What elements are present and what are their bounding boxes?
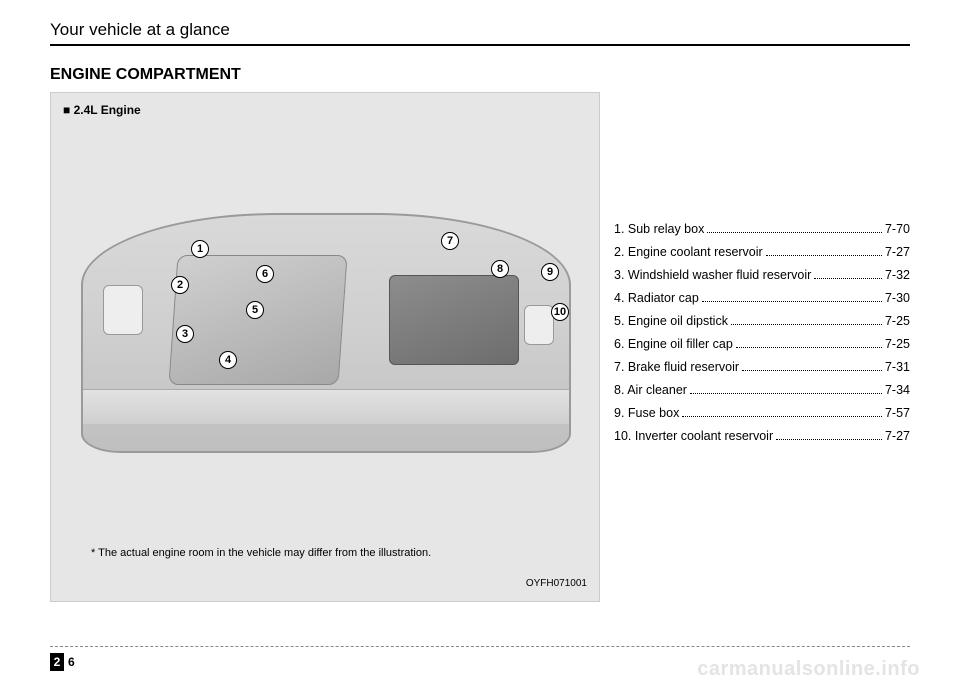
- list-item-label: 8. Air cleaner: [614, 383, 687, 397]
- list-item: 10. Inverter coolant reservoir 7-27: [614, 429, 910, 443]
- engine-figure: ■ 2.4L Engine * The actual engine room i…: [50, 92, 600, 602]
- list-item-page: 7-25: [885, 337, 910, 351]
- airbox-shape: [389, 275, 519, 365]
- callout-10: 10: [551, 303, 569, 321]
- callout-9: 9: [541, 263, 559, 281]
- list-item-page: 7-32: [885, 268, 910, 282]
- callout-8: 8: [491, 260, 509, 278]
- page-header: Your vehicle at a glance: [50, 20, 910, 46]
- list-item: 7. Brake fluid reservoir 7-31: [614, 360, 910, 374]
- reservoir-right: [524, 305, 554, 345]
- header-bar: Your vehicle at a glance: [50, 20, 910, 46]
- page: Your vehicle at a glance ENGINE COMPARTM…: [0, 0, 960, 689]
- list-item: 9. Fuse box 7-57: [614, 406, 910, 420]
- list-item-leader: [736, 347, 882, 348]
- list-item-label: 9. Fuse box: [614, 406, 679, 420]
- list-item-page: 7-34: [885, 383, 910, 397]
- callout-6: 6: [256, 265, 274, 283]
- list-item-label: 2. Engine coolant reservoir: [614, 245, 763, 259]
- list-item-page: 7-57: [885, 406, 910, 420]
- parts-list: 1. Sub relay box 7-70 2. Engine coolant re…: [614, 92, 910, 602]
- header-title: Your vehicle at a glance: [50, 20, 242, 42]
- front-crossbar: [83, 389, 569, 424]
- list-item: 8. Air cleaner 7-34: [614, 383, 910, 397]
- list-item: 4. Radiator cap 7-30: [614, 291, 910, 305]
- engine-variant-label: ■ 2.4L Engine: [63, 103, 141, 117]
- callout-5: 5: [246, 301, 264, 319]
- list-item-page: 7-27: [885, 245, 910, 259]
- list-item-label: 6. Engine oil filler cap: [614, 337, 733, 351]
- list-item-leader: [702, 301, 882, 302]
- list-item-leader: [776, 439, 882, 440]
- list-item-page: 7-30: [885, 291, 910, 305]
- callout-7: 7: [441, 232, 459, 250]
- content-row: ■ 2.4L Engine * The actual engine room i…: [50, 92, 910, 602]
- section-title: ENGINE COMPARTMENT: [50, 66, 910, 84]
- callout-2: 2: [171, 276, 189, 294]
- list-item-leader: [814, 278, 882, 279]
- list-item-leader: [742, 370, 882, 371]
- page-number: 6: [68, 655, 75, 669]
- list-item-page: 7-27: [885, 429, 910, 443]
- watermark: carmanualsonline.info: [697, 658, 920, 681]
- list-item-leader: [690, 393, 882, 394]
- list-item: 3. Windshield washer fluid reservoir 7-32: [614, 268, 910, 282]
- list-item: 5. Engine oil dipstick 7-25: [614, 314, 910, 328]
- list-item-leader: [707, 232, 882, 233]
- list-item: 6. Engine oil filler cap 7-25: [614, 337, 910, 351]
- list-item-page: 7-31: [885, 360, 910, 374]
- list-item-leader: [682, 416, 882, 417]
- section-number: 2: [50, 653, 64, 671]
- list-item-leader: [766, 255, 882, 256]
- list-item-label: 3. Windshield washer fluid reservoir: [614, 268, 811, 282]
- figure-code: OYFH071001: [526, 578, 587, 589]
- callout-1: 1: [191, 240, 209, 258]
- list-item-leader: [731, 324, 882, 325]
- list-item-label: 7. Brake fluid reservoir: [614, 360, 739, 374]
- reservoir-left: [103, 285, 143, 335]
- engine-illustration: [81, 213, 571, 453]
- list-item: 1. Sub relay box 7-70: [614, 222, 910, 236]
- figure-footnote: * The actual engine room in the vehicle …: [91, 547, 431, 559]
- list-item-label: 4. Radiator cap: [614, 291, 699, 305]
- list-item-label: 1. Sub relay box: [614, 222, 704, 236]
- callout-4: 4: [219, 351, 237, 369]
- list-item-label: 5. Engine oil dipstick: [614, 314, 728, 328]
- engine-bay-shape: [81, 213, 571, 453]
- callout-3: 3: [176, 325, 194, 343]
- list-item-page: 7-70: [885, 222, 910, 236]
- list-item: 2. Engine coolant reservoir 7-27: [614, 245, 910, 259]
- list-item-label: 10. Inverter coolant reservoir: [614, 429, 773, 443]
- list-item-page: 7-25: [885, 314, 910, 328]
